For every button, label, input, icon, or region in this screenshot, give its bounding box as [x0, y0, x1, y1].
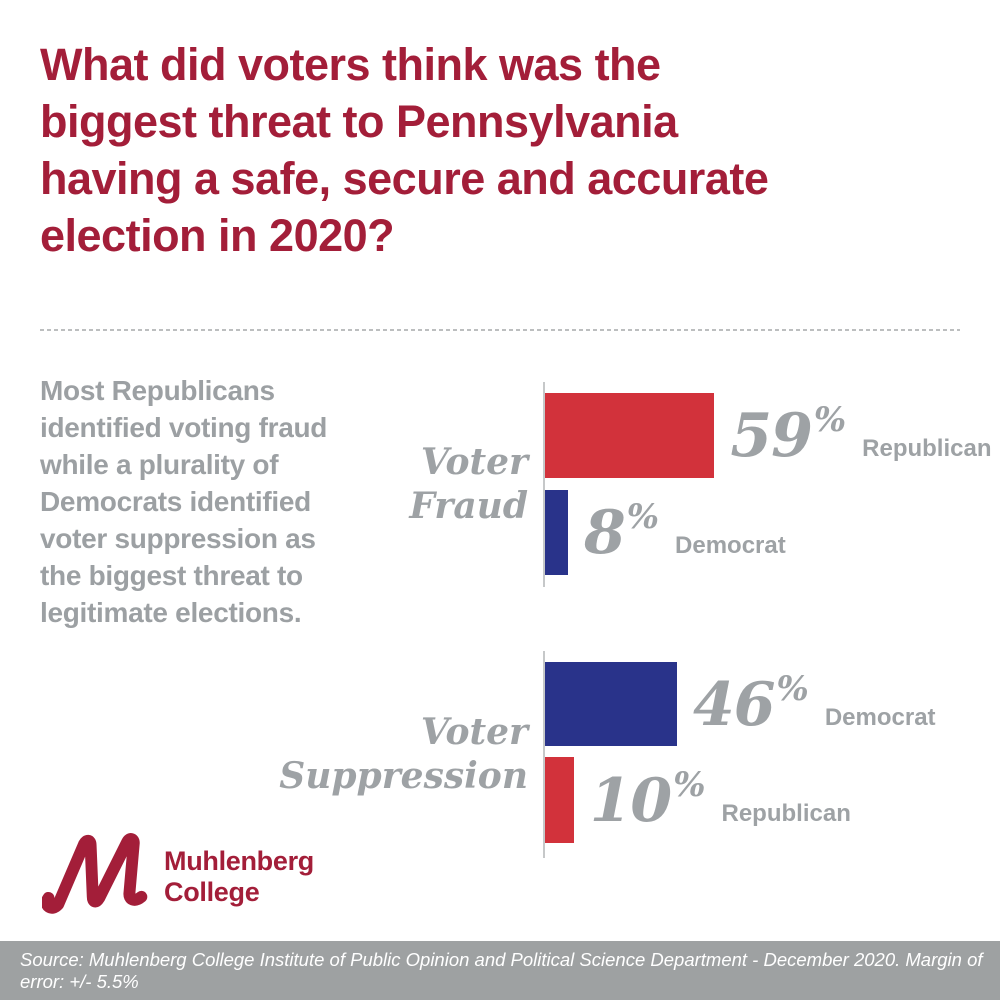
- page-title: What did voters think was the biggest th…: [40, 36, 940, 264]
- category-line: Suppression: [279, 755, 528, 797]
- muhlenberg-logo-text: Muhlenberg College: [164, 846, 314, 908]
- annotation-text: Most Republicans identified voting fraud…: [40, 372, 440, 631]
- dashed-divider: [40, 329, 960, 331]
- bar-row-suppression-republican: 10% Republican: [545, 757, 851, 843]
- annotation-line: the biggest threat to: [40, 560, 303, 591]
- percent-sign: %: [813, 400, 847, 440]
- category-label-voter-suppression: Voter Suppression: [170, 710, 528, 798]
- title-line-1: What did voters think was the: [40, 39, 661, 90]
- bar-suppression-republican: [545, 757, 574, 843]
- annotation-line: while a plurality of: [40, 449, 279, 480]
- annotation-line: legitimate elections.: [40, 597, 302, 628]
- party-label: Republican: [862, 435, 992, 462]
- category-line: Voter: [420, 711, 528, 753]
- percent-sign: %: [776, 668, 809, 709]
- value-text: 8%: [583, 497, 660, 568]
- percent-sign: %: [673, 764, 706, 805]
- party-label: Republican: [721, 799, 851, 827]
- value-text: 59%: [730, 400, 847, 471]
- value-text: 10%: [589, 764, 706, 836]
- bar-suppression-democrat: [545, 662, 678, 746]
- muhlenberg-monogram-icon: [42, 833, 148, 914]
- party-label: Democrat: [824, 703, 936, 731]
- value-group: 59% Republican: [730, 400, 991, 471]
- muhlenberg-logo: Muhlenberg College: [42, 826, 314, 918]
- logo-line-1: Muhlenberg: [164, 846, 314, 876]
- value-group: 10% Republican: [590, 765, 851, 836]
- axis-line-voter-fraud: [543, 382, 545, 587]
- title-line-4: election in 2020?: [40, 210, 395, 261]
- party-label: Democrat: [675, 532, 786, 559]
- percent-sign: %: [626, 497, 660, 537]
- annotation-line: voter suppression as: [40, 523, 316, 554]
- bar-fraud-republican: [545, 393, 715, 478]
- logo-line-2: College: [164, 877, 260, 907]
- source-footer-bar: Source: Muhlenberg College Institute of …: [0, 941, 1000, 1000]
- annotation-line: Democrats identified: [40, 486, 311, 517]
- bar-row-fraud-republican: 59% Republican: [545, 393, 992, 478]
- title-line-2: biggest threat to Pennsylvania: [40, 96, 678, 147]
- annotation-line: identified voting fraud: [40, 412, 328, 443]
- annotation-line: Most Republicans: [40, 375, 275, 406]
- value-number: 46: [693, 669, 775, 740]
- value-number: 8: [583, 498, 626, 568]
- title-line-3: having a safe, secure and accurate: [40, 153, 769, 204]
- value-group: 8% Democrat: [584, 497, 786, 568]
- category-line: Voter: [420, 441, 528, 483]
- bar-row-suppression-democrat: 46% Democrat: [545, 662, 936, 746]
- category-label-voter-fraud: Voter Fraud: [170, 440, 528, 528]
- bar-fraud-democrat: [545, 490, 568, 575]
- source-text: Source: Muhlenberg College Institute of …: [20, 948, 983, 992]
- value-number: 10: [589, 765, 672, 836]
- category-line: Fraud: [409, 485, 528, 527]
- value-group: 46% Democrat: [693, 669, 936, 740]
- bar-row-fraud-democrat: 8% Democrat: [545, 490, 786, 575]
- axis-line-voter-suppression: [543, 651, 545, 858]
- value-text: 46%: [693, 668, 809, 740]
- value-number: 59: [730, 401, 812, 471]
